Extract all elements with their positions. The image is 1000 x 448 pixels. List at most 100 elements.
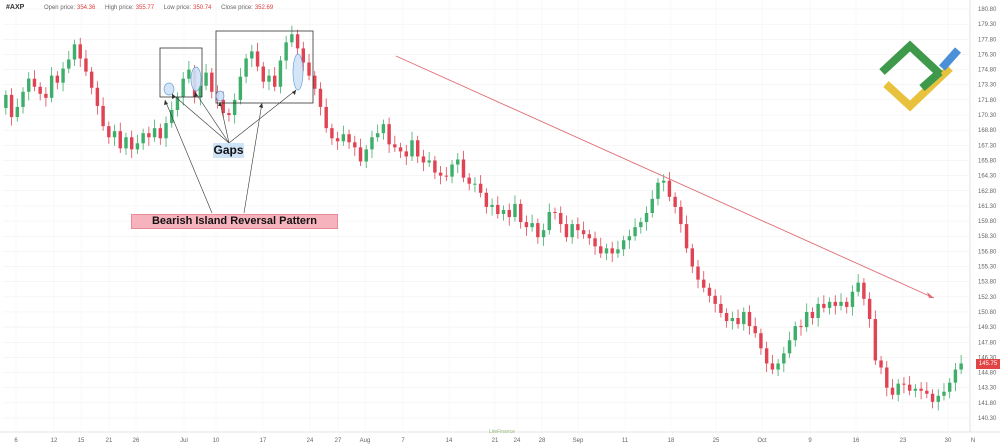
gaps-label: Gaps (213, 143, 244, 158)
candle (885, 360, 889, 397)
candle (135, 134, 140, 154)
candle (570, 219, 574, 244)
candle (118, 122, 122, 153)
y-tick-label: 156.80 (978, 249, 997, 255)
candle (787, 331, 792, 358)
candle (959, 354, 963, 375)
candle (272, 67, 277, 92)
candle (72, 39, 77, 67)
y-tick-label: 144.80 (978, 371, 997, 377)
candle (862, 278, 866, 306)
candle (902, 377, 906, 394)
candle (61, 62, 65, 92)
candle (232, 93, 237, 124)
candle (158, 123, 163, 145)
y-tick-label: 162.80 (978, 189, 997, 195)
x-tick-label: Sep (573, 438, 584, 444)
candle (621, 235, 626, 256)
candle (559, 206, 563, 233)
candle (416, 135, 420, 164)
y-tick-label: 170.30 (978, 113, 997, 119)
candle (576, 217, 580, 239)
candle (290, 25, 294, 47)
candle (644, 206, 649, 231)
candle (690, 243, 695, 274)
candle (770, 354, 775, 375)
candle (707, 283, 712, 303)
candle (129, 130, 134, 158)
symbol-label: #AXP (6, 4, 25, 11)
y-tick-label: 153.80 (978, 280, 997, 286)
candle (358, 138, 363, 167)
candle (776, 358, 780, 377)
open-label: Open price: (43, 5, 75, 11)
x-tick-label: 16 (853, 438, 860, 444)
candle (170, 101, 174, 128)
candle (244, 53, 248, 84)
gap-arrowheads (164, 90, 296, 108)
y-tick-label: 179.30 (978, 22, 997, 28)
candle (816, 297, 820, 327)
y-tick-label: 143.30 (978, 386, 997, 392)
candle (67, 50, 71, 74)
candle (822, 295, 826, 313)
y-tick-label: 150.80 (978, 310, 997, 316)
x-tick-label: 24 (307, 438, 314, 444)
candle (89, 67, 94, 95)
x-tick-label: N (971, 438, 975, 444)
logo (879, 40, 961, 112)
candle (673, 192, 677, 214)
candle (896, 379, 900, 402)
x-tick-label: 28 (539, 438, 546, 444)
candle (261, 62, 265, 89)
candle (850, 285, 855, 316)
x-tick-label: 18 (668, 438, 675, 444)
high-value: 355.77 (135, 5, 155, 11)
watermark: LiteFinance (489, 429, 515, 435)
candle (307, 53, 311, 81)
candle (353, 135, 357, 156)
candle (702, 271, 706, 293)
candle (101, 97, 105, 131)
gap-ellipse-1 (163, 82, 175, 96)
candle (4, 90, 8, 115)
candle (438, 166, 443, 185)
candle (764, 341, 769, 373)
gap-box-left (159, 47, 203, 98)
candle (793, 321, 797, 347)
candle (564, 215, 569, 242)
y-tick-label: 159.80 (978, 219, 997, 225)
pattern-label: Bearish Island Reversal Pattern (131, 214, 338, 229)
candle (661, 174, 666, 192)
y-tick-label: 147.80 (978, 340, 997, 346)
y-tick-label: 149.30 (978, 325, 997, 331)
candle (433, 155, 437, 180)
candle (833, 295, 838, 315)
x-tick-label: 25 (713, 438, 720, 444)
candle (907, 376, 912, 396)
candle (930, 389, 935, 409)
x-tick-label: 7 (401, 438, 405, 444)
candle (553, 207, 557, 220)
candle (925, 382, 929, 399)
candle (347, 129, 351, 149)
candle (587, 229, 592, 245)
candle (364, 144, 368, 169)
candle (404, 144, 408, 166)
candle (616, 240, 620, 258)
y-tick-label: 176.30 (978, 52, 997, 58)
candle (38, 82, 42, 101)
candle (913, 384, 918, 398)
candle (736, 309, 740, 329)
gap-ellipse-3 (215, 90, 225, 102)
candle (461, 150, 466, 183)
candle (679, 200, 683, 233)
candle (164, 116, 168, 147)
x-tick-label: Jul (180, 438, 188, 444)
candle (112, 124, 117, 146)
y-tick-label: 177.80 (978, 37, 997, 43)
y-tick-label: 146.30 (978, 355, 997, 361)
candle (650, 190, 654, 218)
y-tick-label: 140.30 (978, 416, 997, 422)
